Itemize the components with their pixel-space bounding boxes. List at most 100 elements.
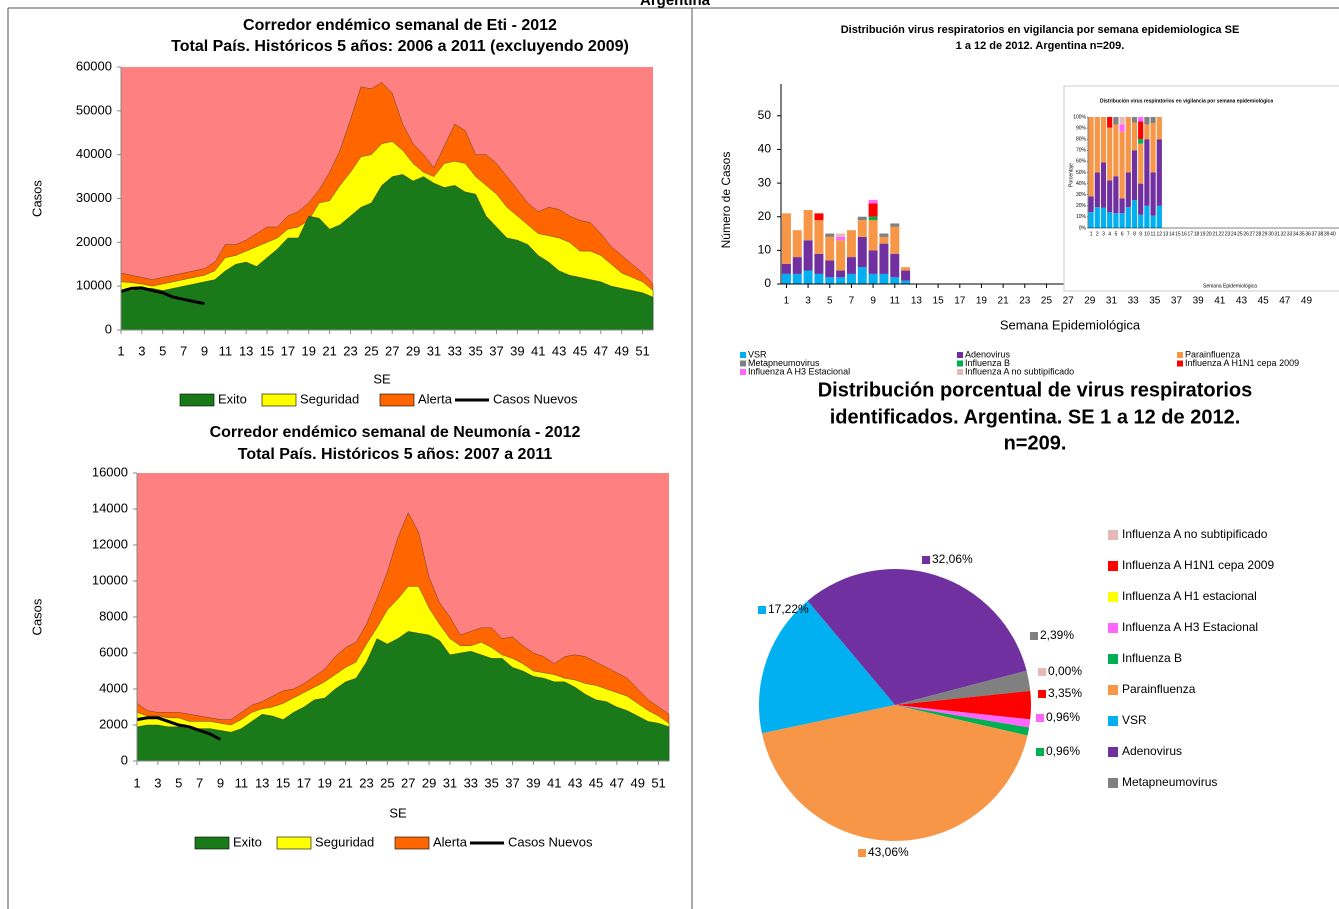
legend-swatch xyxy=(394,836,430,850)
x-tick-label: 17 xyxy=(281,343,295,358)
bar-segment xyxy=(792,273,802,284)
legend-label: Seguridad xyxy=(315,834,374,849)
legend-swatch xyxy=(957,369,963,375)
bar-segment xyxy=(846,257,856,274)
chart-subtitle: Total País. Históricos 5 años: 2006 a 20… xyxy=(171,38,629,55)
inset-x-tick-label: 7 xyxy=(1127,231,1130,237)
x-tick-label: 25 xyxy=(364,343,378,358)
bar-segment xyxy=(803,270,813,284)
x-tick-label: 15 xyxy=(260,343,274,358)
bar-segment xyxy=(781,273,791,284)
x-tick-label: 21 xyxy=(998,296,1010,307)
x-tick-label: 9 xyxy=(217,775,224,790)
area xyxy=(136,631,670,762)
inset-x-tick-label: 24 xyxy=(1231,231,1237,237)
y-tick-label: 10 xyxy=(758,243,772,257)
inset-x-tick-label: 14 xyxy=(1169,231,1175,237)
bar-segment xyxy=(879,233,889,237)
x-tick-label: 45 xyxy=(1258,296,1270,307)
inset-bar-segment xyxy=(1138,214,1144,228)
x-tick-label: 15 xyxy=(276,775,290,790)
x-axis-label: SE xyxy=(373,371,391,386)
bar-segment xyxy=(868,216,878,221)
pie-slice xyxy=(895,690,1031,720)
inset-y-tick-label: 0% xyxy=(1079,225,1087,231)
y-tick-label: 40000 xyxy=(76,146,112,161)
x-tick-label: 39 xyxy=(1193,296,1205,307)
pie-slice xyxy=(895,705,1030,736)
inset-bar-segment xyxy=(1088,212,1094,228)
inset-bar-segment xyxy=(1138,121,1144,140)
x-tick-label: 1 xyxy=(133,775,140,790)
y-axis-label: Casos xyxy=(29,180,44,217)
inset-x-tick-label: 21 xyxy=(1212,231,1218,237)
legend-swatch xyxy=(261,393,297,407)
inset-bar-segment xyxy=(1119,117,1125,125)
inset-bar-segment xyxy=(1119,124,1125,132)
x-tick-label: 35 xyxy=(468,343,482,358)
x-tick-label: 41 xyxy=(547,775,561,790)
inset-bar-segment xyxy=(1138,117,1144,122)
x-tick-label: 45 xyxy=(589,775,603,790)
inset-x-tick-label: 40 xyxy=(1330,231,1336,237)
inset-y-tick-label: 90% xyxy=(1076,125,1087,131)
y-tick-label: 2000 xyxy=(99,716,128,731)
x-tick-label: 5 xyxy=(159,343,166,358)
x-tick-label: 13 xyxy=(239,343,253,358)
legend-swatch xyxy=(740,369,746,375)
inset-y-tick-label: 10% xyxy=(1076,214,1087,220)
x-tick-label: 37 xyxy=(505,775,519,790)
x-tick-label: 27 xyxy=(385,343,399,358)
value-label-swatch xyxy=(858,849,866,857)
x-tick-label: 47 xyxy=(594,343,608,358)
x-tick-label: 11 xyxy=(235,775,249,790)
pie-slice xyxy=(758,600,895,734)
inset-y-tick-label: 50% xyxy=(1076,170,1087,176)
y-tick-label: 12000 xyxy=(92,536,128,551)
x-tick-label: 39 xyxy=(526,775,540,790)
inset-bar-segment xyxy=(1150,172,1156,216)
inset-y-tick-label: 70% xyxy=(1076,148,1087,154)
y-tick-label: 40 xyxy=(758,142,772,156)
x-tick-label: 15 xyxy=(933,296,945,307)
bar-segment xyxy=(836,233,846,237)
bar-segment xyxy=(901,270,911,281)
chart-title: Distribución virus respiratorios en vigi… xyxy=(841,24,1240,36)
y-axis-label: Número de Casos xyxy=(719,152,733,249)
inset-bar-segment xyxy=(1150,215,1156,228)
x-tick-label: 49 xyxy=(630,775,644,790)
x-tick-label: 7 xyxy=(849,296,855,307)
bar-segment xyxy=(868,220,878,251)
inset-bar-segment xyxy=(1138,139,1144,144)
inset-bar-segment xyxy=(1150,123,1156,173)
bar-segment xyxy=(846,230,856,258)
legend-swatch xyxy=(1177,352,1183,358)
inset-x-tick-label: 28 xyxy=(1256,231,1262,237)
inset-bar-segment xyxy=(1100,117,1107,163)
bar-segment xyxy=(890,226,900,254)
chart-subtitle: Total País. Históricos 5 años: 2007 a 20… xyxy=(238,446,553,463)
bar-segment xyxy=(846,273,856,284)
inset-bar-segment xyxy=(1100,162,1107,208)
inset-y-tick-label: 60% xyxy=(1076,159,1087,165)
x-tick-label: 37 xyxy=(489,343,503,358)
bar-segment xyxy=(803,210,813,241)
x-tick-label: 11 xyxy=(219,343,233,358)
legend-swatch xyxy=(1108,654,1118,664)
x-tick-label: 25 xyxy=(1041,296,1053,307)
x-tick-label: 23 xyxy=(359,775,373,790)
x-tick-label: 47 xyxy=(610,775,624,790)
legend-label: Alerta xyxy=(433,834,468,849)
inset-bar-segment xyxy=(1107,180,1113,213)
bar-segment xyxy=(879,243,889,274)
x-tick-label: 17 xyxy=(954,296,966,307)
y-tick-label: 16000 xyxy=(92,464,128,479)
x-tick-label: 47 xyxy=(1279,296,1291,307)
chart-title: Corredor endémico semanal de Eti - 2012 xyxy=(243,17,557,34)
inset-x-label: Semana Epidemiológica xyxy=(1203,283,1257,289)
bar-segment xyxy=(868,199,878,204)
legend-label: VSR xyxy=(748,349,767,359)
y-tick-label: 0 xyxy=(121,752,128,767)
value-label: 43,06% xyxy=(868,845,909,859)
inset-x-tick-label: 4 xyxy=(1108,231,1111,237)
